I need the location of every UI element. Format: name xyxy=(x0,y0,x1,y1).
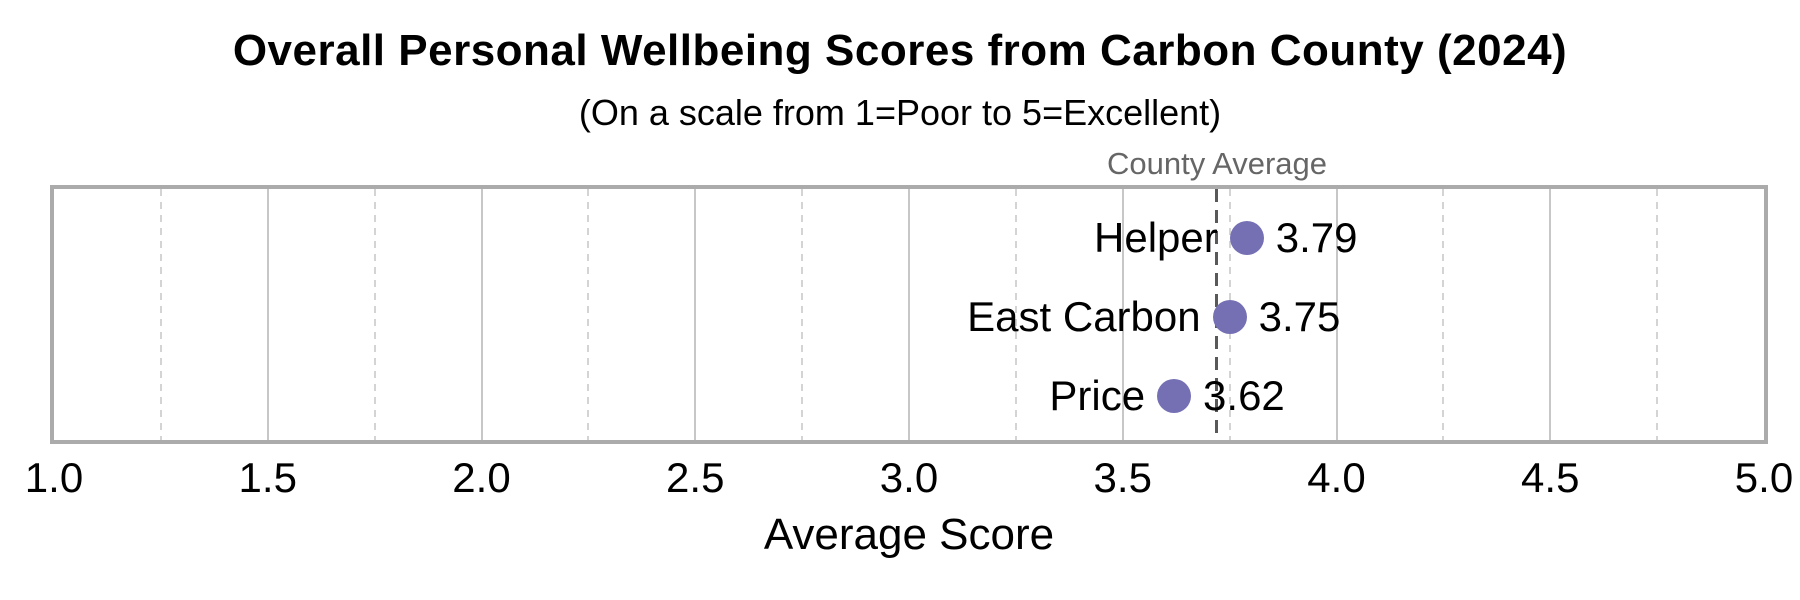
major-gridline xyxy=(480,189,483,440)
minor-gridline xyxy=(1014,189,1017,440)
value-label: 3.75 xyxy=(1258,293,1341,340)
x-tick-label: 5.0 xyxy=(1734,454,1794,501)
chart-subtitle: (On a scale from 1=Poor to 5=Excellent) xyxy=(578,92,1222,133)
x-tick-label: 2.0 xyxy=(452,454,511,501)
data-point-dot xyxy=(1229,220,1264,255)
minor-gridline xyxy=(159,189,162,440)
category-label: East Carbon xyxy=(967,293,1201,340)
major-gridline xyxy=(1121,189,1124,440)
major-gridline xyxy=(694,189,697,440)
minor-gridline xyxy=(1656,189,1659,440)
x-axis-label: Average Score xyxy=(763,510,1055,559)
minor-gridline xyxy=(373,189,376,440)
data-point-dot xyxy=(1212,300,1247,334)
category-label: Price xyxy=(1049,372,1146,420)
x-tick-label: 1.5 xyxy=(238,454,297,501)
x-tick-label: 1.0 xyxy=(24,454,84,501)
minor-gridline xyxy=(801,189,804,440)
x-tick-label: 4.5 xyxy=(1521,454,1580,501)
major-gridline xyxy=(908,189,910,440)
value-label: 3.79 xyxy=(1275,213,1358,261)
minor-gridline xyxy=(587,189,590,440)
x-axis-tick-labels: 1.0 1.5 2.0 2.5 3.0 3.5 4.0 4.5 5.0 xyxy=(25,454,1793,501)
value-label: 3.62 xyxy=(1203,372,1285,420)
category-label: Helper xyxy=(1094,213,1218,261)
x-tick-label: 3.5 xyxy=(1093,454,1152,501)
minor-gridline xyxy=(1442,189,1445,440)
major-gridline xyxy=(1335,189,1338,440)
major-gridline xyxy=(266,189,269,440)
x-tick-label: 4.0 xyxy=(1307,454,1366,501)
chart-title: Overall Personal Wellbeing Scores from C… xyxy=(232,26,1568,75)
data-point-dot xyxy=(1157,379,1192,414)
county-average-annotation: County Average xyxy=(1106,146,1328,181)
plot-area: Helper 3.79 East Carbon 3.75 Price 3.62 xyxy=(50,185,1768,444)
major-gridline xyxy=(1549,189,1552,440)
x-tick-label: 3.0 xyxy=(879,454,939,501)
x-tick-label: 2.5 xyxy=(666,454,725,501)
